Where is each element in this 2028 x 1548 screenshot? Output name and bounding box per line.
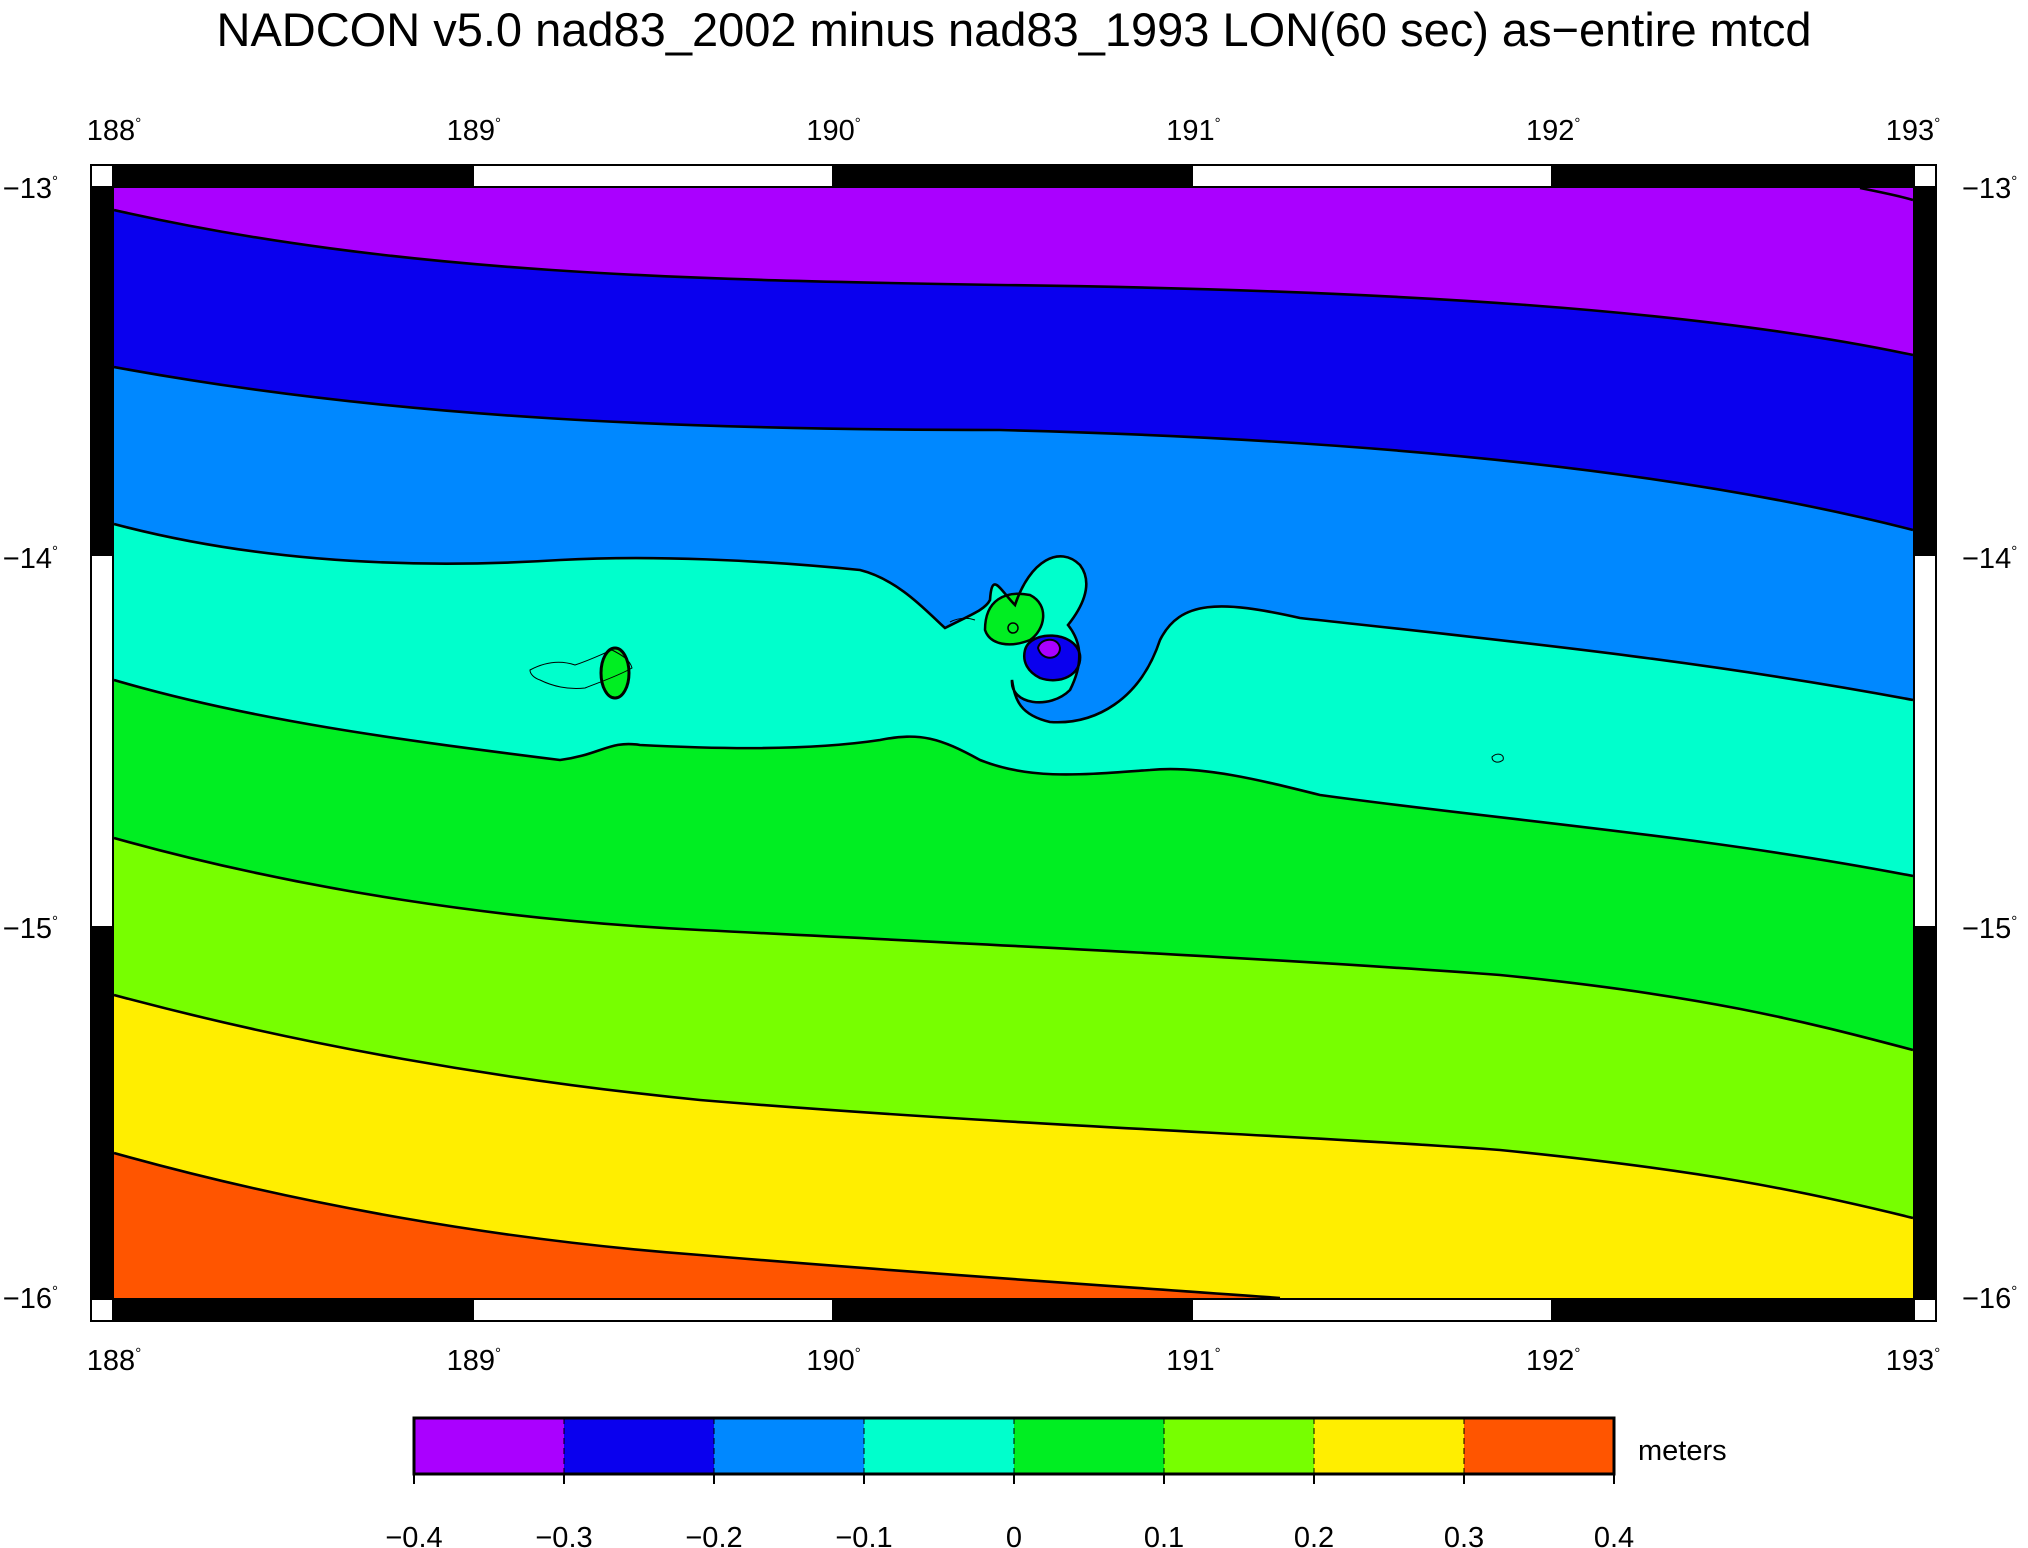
y-tick-label-right: −16° xyxy=(1962,1283,2017,1315)
y-tick-label-left: −13° xyxy=(3,173,58,205)
x-tick-label-top: 188° xyxy=(87,115,141,147)
y-tick-label-right: −13° xyxy=(1962,173,2017,205)
x-tick-label-top: 192° xyxy=(1526,115,1580,147)
x-tick-label-bottom: 192° xyxy=(1526,1345,1580,1377)
colorbar-tick-label: −0.1 xyxy=(835,1522,892,1548)
y-ticks-left: −13° −14° −15° −16° xyxy=(3,173,58,1315)
colorbar-segment xyxy=(1014,1418,1164,1474)
island-outline-north xyxy=(949,617,976,623)
x-tick-label-bottom: 191° xyxy=(1166,1345,1220,1377)
y-tick-label-right: −15° xyxy=(1962,913,2017,945)
x-tick-label-top: 189° xyxy=(447,115,501,147)
colorbar-segment xyxy=(564,1418,714,1474)
island-outline-west xyxy=(529,649,633,689)
island-outline-east xyxy=(1491,753,1504,763)
colorbar-tick-label: 0.4 xyxy=(1594,1522,1634,1548)
coastline-outlines xyxy=(529,617,1504,763)
band-0.3-to-0.4 xyxy=(114,1153,1280,1298)
y-tick-label-left: −16° xyxy=(3,1283,58,1315)
colorbar-segment xyxy=(414,1418,564,1474)
colorbar-tick-label: −0.3 xyxy=(535,1522,592,1548)
colorbar-segment xyxy=(1314,1418,1464,1474)
contour-lines xyxy=(114,188,1913,1298)
y-tick-label-right: −14° xyxy=(1962,543,2017,575)
colorbar xyxy=(412,1416,1616,1476)
x-tick-label-bottom: 193° xyxy=(1886,1345,1940,1377)
colorbar-tick-label: 0.1 xyxy=(1144,1522,1184,1548)
x-ticks-bottom: 188° 189° 190° 191° 192° 193° xyxy=(87,1345,1940,1377)
colorbar-segment xyxy=(864,1418,1014,1474)
anomaly-low-inner xyxy=(1036,638,1062,659)
colorbar-labels: −0.4 −0.3 −0.2 −0.1 0 0.1 0.2 0.3 0.4 xyxy=(385,1474,1634,1548)
x-ticks-top: 188° 189° 190° 191° 192° 193° xyxy=(87,115,1940,147)
x-tick-label-top: 190° xyxy=(806,115,860,147)
island-lobe xyxy=(599,646,631,700)
band-0.2-to-0.3 xyxy=(114,995,1913,1298)
colorbar-tick-label: 0 xyxy=(1006,1522,1022,1548)
x-tick-label-top: 193° xyxy=(1886,115,1940,147)
y-ticks-right: −13° −14° −15° −16° xyxy=(1962,173,2017,1315)
anomaly-high-lobe xyxy=(983,592,1045,646)
x-tick-label-bottom: 189° xyxy=(447,1345,501,1377)
colorbar-segment xyxy=(714,1418,864,1474)
y-tick-label-left: −15° xyxy=(3,913,58,945)
x-tick-label-top: 191° xyxy=(1166,115,1220,147)
map-title: NADCON v5.0 nad83_2002 minus nad83_1993 … xyxy=(216,3,1812,56)
colorbar-tick-label: −0.4 xyxy=(385,1522,442,1548)
x-tick-label-bottom: 190° xyxy=(806,1345,860,1377)
y-tick-label-left: −14° xyxy=(3,543,58,575)
colorbar-segment xyxy=(1164,1418,1314,1474)
colorbar-segment xyxy=(1464,1418,1614,1474)
colorbar-tick-label: 0.2 xyxy=(1294,1522,1334,1548)
contour-bands xyxy=(114,188,1913,1298)
colorbar-tick-label: 0.3 xyxy=(1444,1522,1484,1548)
colorbar-unit-label: meters xyxy=(1638,1435,1727,1467)
x-tick-label-bottom: 188° xyxy=(87,1345,141,1377)
colorbar-tick-label: −0.2 xyxy=(685,1522,742,1548)
